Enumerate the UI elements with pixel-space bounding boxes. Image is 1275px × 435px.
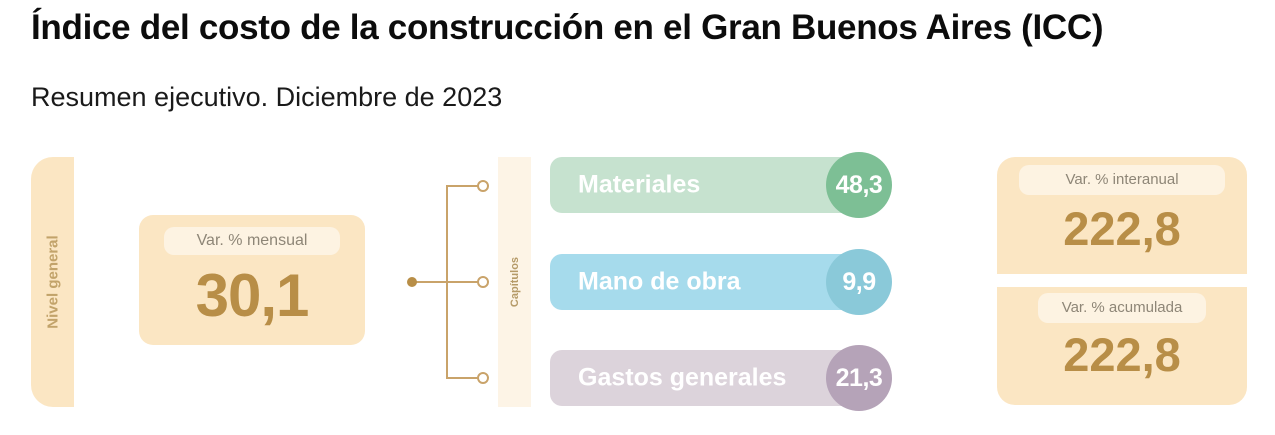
monthly-variation-card: Var. % mensual 30,1: [139, 215, 365, 345]
accumulated-variation-card: Var. % acumulada 222,8: [997, 287, 1247, 405]
chapter-value: 9,9: [826, 249, 892, 315]
accumulated-variation-value: 222,8: [1063, 328, 1181, 381]
accumulated-variation-label: Var. % acumulada: [1038, 293, 1206, 323]
chapter-label: Materiales: [578, 170, 701, 199]
chapter-gastos-generales: Gastos generales 21,3: [550, 345, 892, 411]
chapter-value: 21,3: [826, 345, 892, 411]
nivel-general-label: Nivel general: [44, 235, 61, 329]
monthly-variation-value: 30,1: [195, 262, 310, 329]
interannual-variation-label: Var. % interanual: [1019, 165, 1225, 195]
page-subtitle: Resumen ejecutivo. Diciembre de 2023: [31, 82, 503, 112]
capitulos-band: Capítulos: [498, 157, 531, 407]
monthly-variation-label: Var. % mensual: [164, 227, 340, 255]
chapter-materiales: Materiales 48,3: [550, 152, 892, 218]
chapter-label: Gastos generales: [578, 363, 787, 392]
interannual-variation-card: Var. % interanual 222,8: [997, 157, 1247, 274]
chapter-label: Mano de obra: [578, 267, 741, 296]
capitulos-label: Capítulos: [508, 256, 521, 308]
chapter-value: 48,3: [826, 152, 892, 218]
chapter-mano-de-obra: Mano de obra 9,9: [550, 249, 892, 315]
tree-connector-icon: [407, 180, 489, 384]
nivel-general-band: Nivel general: [31, 157, 74, 407]
page-title: Índice del costo de la construcción en e…: [31, 8, 1104, 47]
interannual-variation-value: 222,8: [1063, 202, 1181, 255]
